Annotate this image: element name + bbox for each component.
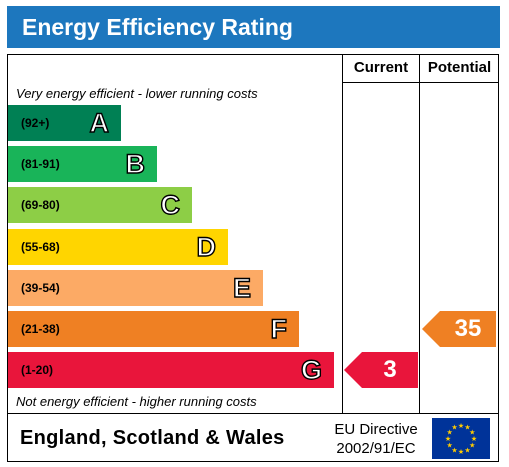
current-column-header: Current [353,59,409,76]
current-column-divider [342,54,343,414]
current-rating-value: 3 [383,356,397,383]
band-f: (21-38) F [8,311,299,347]
footer-country: England, Scotland & Wales [20,427,285,449]
directive-line-1: EU Directive [334,421,418,438]
chart-title: Energy Efficiency Rating [7,6,500,48]
eu-star-icon: ★ [451,446,457,454]
column-header-divider [342,82,499,83]
footer-divider [7,413,499,414]
potential-column-header: Potential [427,59,492,76]
band-letter: F [270,313,288,344]
band-d: (55-68) D [8,229,228,265]
chart-frame [7,54,499,462]
eu-star-icon: ★ [451,424,457,432]
band-a: (92+) A [8,105,121,141]
eu-star-icon: ★ [464,424,470,432]
band-letter: E [232,272,251,303]
band-range-label: (39-54) [21,281,60,295]
band-range-label: (81-91) [21,157,60,171]
eu-star-icon: ★ [445,435,451,443]
band-letter: A [89,107,110,138]
band-c: (69-80) C [8,187,192,223]
current-arrow-shape [344,352,418,388]
band-letter: C [160,189,181,220]
band-letter: D [196,231,217,262]
eu-flag-icon: ★ ★★★★★★★★★★★ [432,418,490,459]
band-b: (81-91) B [8,146,157,182]
band-range-label: (69-80) [21,198,60,212]
potential-arrow-shape [422,311,496,347]
eu-star-icon: ★ [458,422,464,430]
band-letter: G [300,354,322,385]
eu-star-icon: ★ [447,429,453,437]
band-range-label: (1-20) [21,363,54,377]
potential-column-divider [419,54,420,414]
potential-rating-value: 35 [454,315,482,342]
band-letter: B [125,148,146,179]
potential-rating-marker: 35 [422,311,496,347]
band-range-label: (92+) [21,116,50,130]
eu-star-icon: ★ [469,442,475,450]
band-e: (39-54) E [8,270,263,306]
band-range-label: (55-68) [21,240,60,254]
top-note: Very energy efficient - lower running co… [16,86,258,101]
band-g: (1-20) G [8,352,334,388]
eu-star-icon: ★ [464,446,470,454]
eu-star-icon: ★ [447,442,453,450]
eu-star-icon: ★ [471,435,477,443]
current-rating-marker: 3 [344,352,418,388]
eu-star-icon: ★ [469,429,475,437]
band-range-label: (21-38) [21,322,60,336]
directive-line-2: 2002/91/EC [336,440,416,457]
eu-star-icon: ★ [458,448,464,456]
bottom-note: Not energy efficient - higher running co… [16,394,257,409]
footer-directive: EU Directive 2002/91/EC [322,418,430,458]
